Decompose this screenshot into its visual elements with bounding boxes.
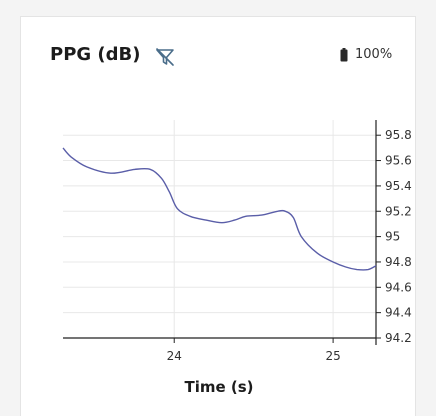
y-tick-label: 94.4 — [385, 306, 412, 320]
ppg-series-line — [62, 147, 377, 271]
y-tick-label: 94.6 — [385, 280, 412, 294]
y-tick-label: 95.6 — [385, 154, 412, 168]
chart-title: PPG (dB) — [50, 44, 141, 65]
y-tick-label: 95.8 — [385, 128, 412, 142]
y-tick-label: 95.2 — [385, 204, 412, 218]
x-ticks: 24 25 — [167, 338, 341, 363]
filter-off-icon[interactable] — [154, 46, 176, 68]
battery-icon — [340, 47, 348, 61]
y-tick-label: 95.4 — [385, 179, 412, 193]
chart-card — [20, 16, 416, 416]
y-tick-label: 95 — [385, 230, 400, 244]
y-tick-label: 94.8 — [385, 255, 412, 269]
battery-level: 100% — [355, 47, 393, 62]
grid — [63, 120, 376, 339]
x-tick-label: 24 — [167, 349, 182, 363]
x-tick-label: 25 — [325, 349, 340, 363]
y-ticks: 94.2 94.4 94.6 94.8 95 95.2 95.4 95.6 95.8 — [376, 128, 412, 345]
battery-status: 100% — [340, 47, 392, 62]
y-tick-label: 94.2 — [385, 331, 412, 345]
x-axis-label: Time (s) — [184, 378, 253, 396]
